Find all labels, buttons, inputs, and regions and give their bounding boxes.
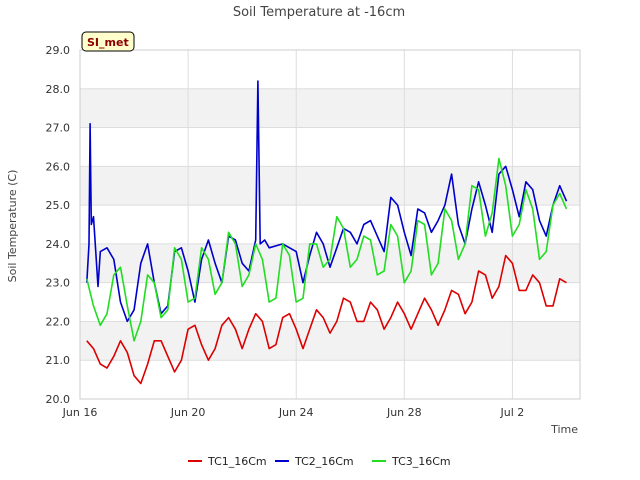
x-tick-labels: Jun 16 Jun 20 Jun 24 Jun 28 Jul 2 bbox=[62, 406, 525, 419]
y-tick-label: 28.0 bbox=[46, 83, 71, 96]
plot-background bbox=[80, 50, 580, 399]
x-axis-label: Time bbox=[550, 423, 578, 436]
y-tick-label: 26.0 bbox=[46, 160, 71, 173]
series-lines bbox=[86, 80, 568, 385]
chart-title: Soil Temperature at -16cm bbox=[233, 5, 405, 20]
y-tick-label: 22.0 bbox=[46, 315, 71, 328]
site-badge-box bbox=[81, 31, 135, 52]
y-axis-label: Soil Temperature (C) bbox=[6, 170, 19, 283]
x-tick-label: Jul 2 bbox=[500, 406, 525, 419]
grid-band bbox=[80, 321, 580, 361]
y-tick-labels: 20.0 21.0 22.0 23.0 24.0 25.0 26.0 27.0 28.0 29.0 bbox=[46, 44, 71, 406]
y-tick-label: 27.0 bbox=[46, 122, 71, 135]
legend: TC1_16Cm TC2_16Cm TC3_16Cm bbox=[188, 455, 451, 468]
x-tick-label: Jun 24 bbox=[278, 406, 314, 419]
grid-band bbox=[80, 88, 580, 128]
y-tick-label: 24.0 bbox=[46, 238, 71, 251]
legend-label: TC2_16Cm bbox=[294, 455, 354, 468]
y-tick-label: 21.0 bbox=[46, 354, 71, 367]
x-tick-label: Jun 28 bbox=[386, 406, 422, 419]
series-line-tc3-16cm bbox=[86, 157, 568, 342]
legend-label: TC1_16Cm bbox=[207, 455, 267, 468]
y-tick-label: 20.0 bbox=[46, 393, 71, 406]
x-tick-label: Jun 16 bbox=[62, 406, 98, 419]
y-tick-label: 29.0 bbox=[46, 44, 71, 57]
y-tick-label: 23.0 bbox=[46, 277, 71, 290]
x-tick-label: Jun 20 bbox=[170, 406, 206, 419]
legend-label: TC3_16Cm bbox=[391, 455, 451, 468]
grid-lines bbox=[79, 49, 581, 400]
site-badge-label: SI_met bbox=[87, 36, 129, 49]
grid-band bbox=[80, 243, 580, 283]
plot-frame bbox=[79, 49, 581, 400]
series-line-tc1-16cm bbox=[86, 254, 567, 385]
site-badge: SI_met bbox=[81, 31, 135, 52]
y-tick-label: 25.0 bbox=[46, 199, 71, 212]
